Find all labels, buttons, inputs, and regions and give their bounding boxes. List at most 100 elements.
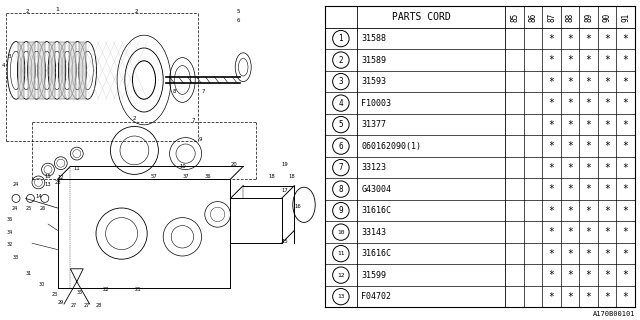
Text: 7: 7 <box>339 163 343 172</box>
Text: 31588: 31588 <box>362 34 387 43</box>
Polygon shape <box>18 42 24 99</box>
Text: 17: 17 <box>282 188 289 193</box>
Text: *: * <box>548 98 554 108</box>
Polygon shape <box>59 42 65 99</box>
Text: 32: 32 <box>6 243 13 247</box>
Text: 18: 18 <box>269 173 276 179</box>
Text: *: * <box>586 206 591 216</box>
Text: 89: 89 <box>584 12 593 22</box>
Text: *: * <box>548 249 554 259</box>
Text: 31616C: 31616C <box>362 249 392 258</box>
Text: *: * <box>548 120 554 130</box>
Text: 2: 2 <box>132 116 136 121</box>
Text: 29: 29 <box>58 300 64 305</box>
Text: *: * <box>567 76 573 87</box>
Text: 11: 11 <box>74 166 81 171</box>
Text: 86: 86 <box>529 12 538 22</box>
Text: 31: 31 <box>26 271 32 276</box>
Text: 8: 8 <box>173 89 176 94</box>
Text: *: * <box>586 249 591 259</box>
Text: 25: 25 <box>26 205 32 211</box>
Text: *: * <box>567 55 573 65</box>
Polygon shape <box>79 42 86 99</box>
Text: 28: 28 <box>96 303 102 308</box>
Text: 8: 8 <box>339 185 343 194</box>
Text: 31599: 31599 <box>362 271 387 280</box>
Text: 6: 6 <box>339 142 343 151</box>
Text: 4: 4 <box>2 63 5 68</box>
Text: *: * <box>586 120 591 130</box>
Text: 36: 36 <box>6 217 13 222</box>
Text: A170B00101: A170B00101 <box>593 311 635 317</box>
Text: *: * <box>548 270 554 280</box>
Text: *: * <box>604 227 610 237</box>
Text: *: * <box>623 227 628 237</box>
Text: 27: 27 <box>83 303 90 308</box>
Text: 31616C: 31616C <box>362 206 392 215</box>
Text: 34: 34 <box>6 230 13 235</box>
Text: 15: 15 <box>282 239 289 244</box>
Text: 20: 20 <box>230 162 237 167</box>
Text: 12: 12 <box>337 273 344 278</box>
Text: 36: 36 <box>205 173 211 179</box>
Text: 4: 4 <box>339 99 343 108</box>
Text: *: * <box>548 76 554 87</box>
Text: G43004: G43004 <box>362 185 392 194</box>
Polygon shape <box>38 42 45 99</box>
Polygon shape <box>28 42 35 99</box>
Text: 3: 3 <box>339 77 343 86</box>
Text: *: * <box>623 206 628 216</box>
Text: 5: 5 <box>339 120 343 129</box>
Text: *: * <box>567 98 573 108</box>
Text: *: * <box>586 98 591 108</box>
Text: *: * <box>586 76 591 87</box>
Polygon shape <box>69 42 76 99</box>
Polygon shape <box>49 42 55 99</box>
Text: *: * <box>604 184 610 194</box>
Text: *: * <box>548 34 554 44</box>
Text: 6: 6 <box>237 18 240 23</box>
Text: *: * <box>604 55 610 65</box>
Text: *: * <box>567 249 573 259</box>
Text: 10: 10 <box>337 230 344 235</box>
Text: 27: 27 <box>70 303 77 308</box>
Text: 10: 10 <box>179 164 186 169</box>
Text: 12: 12 <box>58 175 65 180</box>
Text: *: * <box>604 206 610 216</box>
Text: *: * <box>586 184 591 194</box>
Text: *: * <box>604 76 610 87</box>
Text: 23: 23 <box>51 292 58 297</box>
Text: 87: 87 <box>547 12 556 22</box>
Text: 9: 9 <box>198 137 202 142</box>
Text: *: * <box>567 184 573 194</box>
Text: *: * <box>548 184 554 194</box>
Text: *: * <box>623 98 628 108</box>
Text: 24: 24 <box>13 181 19 187</box>
Text: *: * <box>567 227 573 237</box>
Text: F10003: F10003 <box>362 99 392 108</box>
Text: *: * <box>604 270 610 280</box>
Text: 13: 13 <box>337 294 344 299</box>
Text: 21: 21 <box>134 287 141 292</box>
Text: *: * <box>567 34 573 44</box>
Text: *: * <box>623 270 628 280</box>
Text: 2: 2 <box>339 56 343 65</box>
Text: 9: 9 <box>339 206 343 215</box>
Text: *: * <box>604 120 610 130</box>
Text: *: * <box>586 55 591 65</box>
Text: 11: 11 <box>337 251 344 256</box>
Text: *: * <box>567 163 573 172</box>
Text: *: * <box>586 34 591 44</box>
Text: *: * <box>604 163 610 172</box>
Text: *: * <box>604 34 610 44</box>
Text: *: * <box>548 227 554 237</box>
Text: 060162090(1): 060162090(1) <box>362 142 422 151</box>
Text: 26: 26 <box>40 205 46 211</box>
Text: *: * <box>623 163 628 172</box>
Text: 23: 23 <box>54 180 61 185</box>
Text: 14: 14 <box>35 194 42 199</box>
Text: *: * <box>567 206 573 216</box>
Text: 33143: 33143 <box>362 228 387 236</box>
Text: *: * <box>567 292 573 302</box>
Text: *: * <box>623 34 628 44</box>
